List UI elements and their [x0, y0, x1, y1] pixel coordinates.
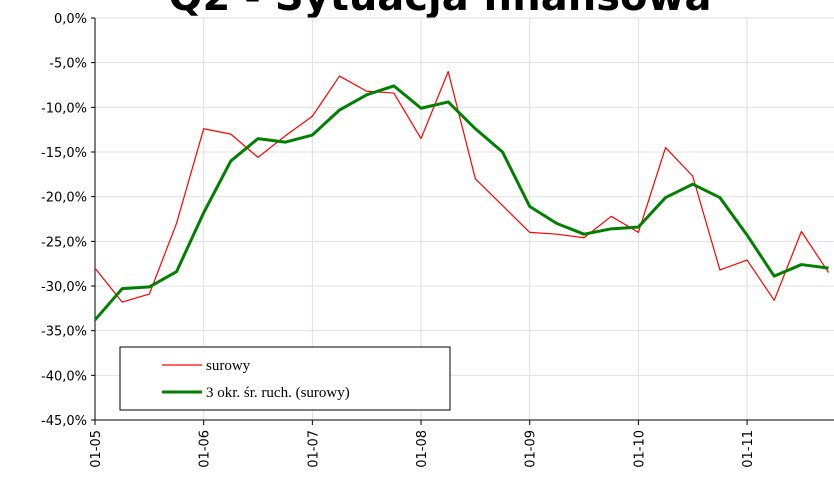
x-tick-label: 01-08	[415, 430, 430, 468]
chart-title: Q2 - Sytuacja finansowa	[169, 0, 712, 20]
series-line	[93, 84, 829, 321]
x-tick-label: 01-09	[524, 430, 539, 468]
y-tick-label: -20,0%	[41, 191, 87, 206]
y-tick-label: -5,0%	[49, 57, 87, 72]
x-tick-label: 01-11	[741, 430, 756, 468]
y-tick-label: -15,0%	[41, 146, 87, 161]
legend-label: 3 okr. śr. ruch. (surowy)	[206, 385, 350, 401]
x-tick-label: 01-05	[89, 430, 104, 468]
x-tick-label: 01-07	[306, 430, 321, 468]
y-tick-label: -45,0%	[41, 414, 87, 429]
y-tick-label: -35,0%	[41, 325, 87, 340]
y-tick-label: 0,0%	[54, 12, 87, 27]
legend-box	[119, 346, 451, 411]
y-tick-label: -40,0%	[41, 369, 87, 384]
y-tick-label: -30,0%	[41, 280, 87, 295]
y-tick-label: -25,0%	[41, 235, 87, 250]
x-tick-label: 01-10	[632, 430, 647, 468]
series-line	[94, 71, 830, 303]
legend-label: surowy	[206, 358, 251, 374]
x-tick-label: 01-06	[198, 430, 213, 468]
y-tick-label: -10,0%	[41, 101, 87, 116]
